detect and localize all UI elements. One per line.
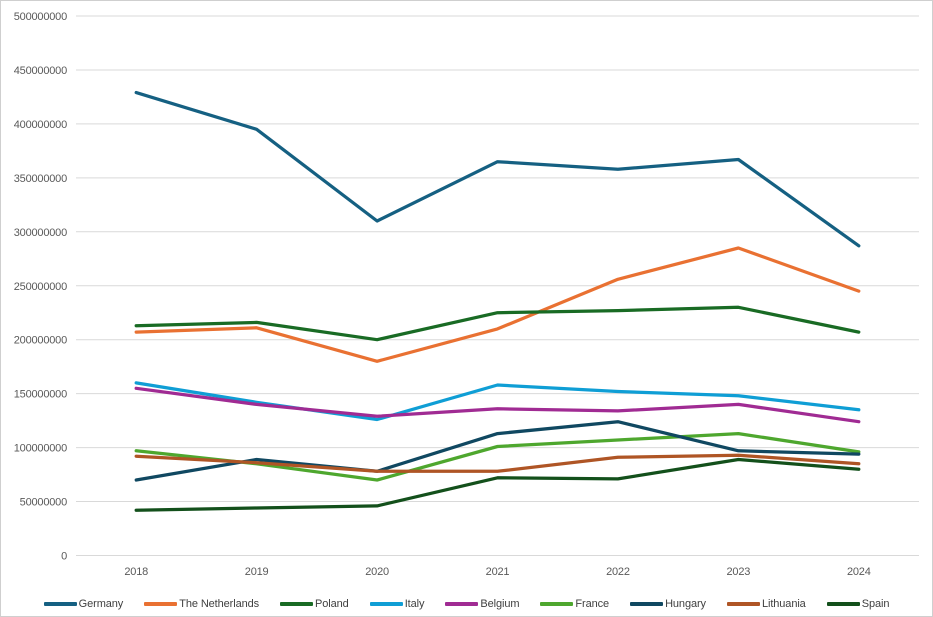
legend-line-swatch-belgium <box>445 602 479 606</box>
legend-item-germany: Germany <box>43 598 124 610</box>
y-axis-tick-label: 300000000 <box>14 227 67 239</box>
x-axis-tick-label-2019: 2019 <box>245 566 269 578</box>
legend-label-hungary: Hungary <box>665 598 706 610</box>
legend-line-swatch-poland <box>280 602 314 606</box>
legend-line-swatch-hungary <box>630 602 664 606</box>
legend-line-swatch-france <box>540 602 574 606</box>
series-line-germany <box>134 90 861 248</box>
legend-label-the-netherlands: The Netherlands <box>179 598 260 610</box>
x-axis-tick-label-2024: 2024 <box>847 566 871 578</box>
y-axis-tick-label: 0 <box>61 551 67 563</box>
series-line-poland <box>134 305 861 342</box>
legend-line-swatch-italy <box>369 602 403 606</box>
legend-label-spain: Spain <box>861 598 890 610</box>
series-line-the-netherlands <box>134 246 861 363</box>
legend-label-lithuania: Lithuania <box>761 598 806 610</box>
x-axis-tick-label-2022: 2022 <box>606 566 630 578</box>
series-line-belgium <box>134 386 861 424</box>
legend-line-swatch-germany <box>43 602 77 606</box>
legend-line-swatch-the-netherlands <box>144 602 178 606</box>
y-axis-tick-label: 450000000 <box>14 65 67 77</box>
y-axis-tick-label: 50000000 <box>20 497 67 509</box>
legend-label-poland: Poland <box>315 598 349 610</box>
legend-label-italy: Italy <box>404 598 425 610</box>
legend-label-germany: Germany <box>78 598 124 610</box>
chart-legend: Germany The Netherlands Poland Italy Belgium… <box>1 598 932 610</box>
legend-item-italy: Italy <box>369 598 425 610</box>
y-axis-tick-label: 500000000 <box>14 11 67 23</box>
series-line-italy <box>134 381 861 422</box>
legend-item-the-netherlands: The Netherlands <box>144 598 259 610</box>
legend-line-swatch-spain <box>826 602 860 606</box>
legend-label-france: France <box>575 598 610 610</box>
y-axis-tick-label: 200000000 <box>14 335 67 347</box>
y-axis-tick-label: 100000000 <box>14 443 67 455</box>
x-axis-tick-label-2023: 2023 <box>727 566 751 578</box>
series-line-hungary <box>134 420 861 482</box>
y-axis-tick-label: 150000000 <box>14 389 67 401</box>
y-axis-tick-label: 400000000 <box>14 119 67 131</box>
x-axis-tick-label-2018: 2018 <box>124 566 148 578</box>
legend-item-spain: Spain <box>826 598 890 610</box>
legend-item-france: France <box>540 598 609 610</box>
y-axis-tick-label: 250000000 <box>14 281 67 293</box>
legend-item-belgium: Belgium <box>445 598 520 610</box>
legend-label-belgium: Belgium <box>480 598 520 610</box>
x-axis-tick-label-2020: 2020 <box>365 566 389 578</box>
x-axis-tick-label-2021: 2021 <box>486 566 510 578</box>
legend-line-swatch-lithuania <box>726 602 760 606</box>
series-line-spain <box>134 457 861 512</box>
series-line-lithuania <box>134 453 861 473</box>
y-axis-tick-label: 350000000 <box>14 173 67 185</box>
legend-item-hungary: Hungary <box>630 598 706 610</box>
legend-item-poland: Poland <box>280 598 349 610</box>
legend-item-lithuania: Lithuania <box>726 598 806 610</box>
